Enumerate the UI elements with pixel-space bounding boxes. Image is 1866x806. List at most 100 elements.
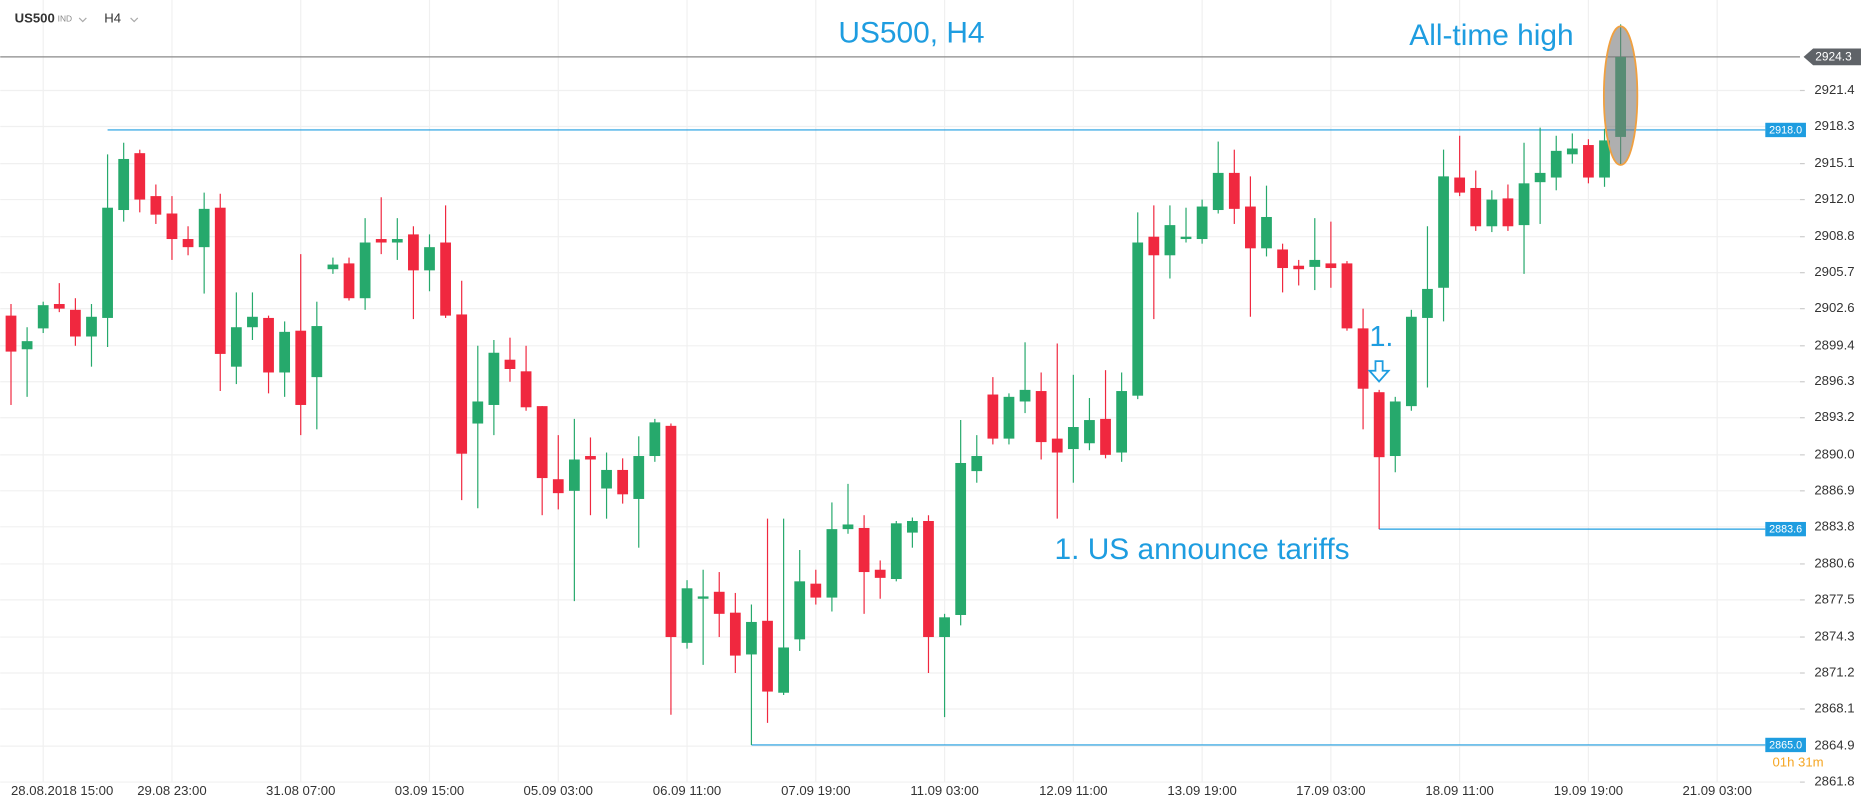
candle-body (53, 304, 65, 309)
candle-body (1357, 328, 1369, 389)
candle-body (601, 469, 612, 489)
y-tick-label: 2874.3 (1814, 629, 1854, 644)
candle-body (424, 247, 435, 271)
candle-body (617, 469, 629, 495)
candle-body (472, 401, 484, 424)
candle-body (1422, 288, 1433, 318)
candle-body (826, 529, 838, 598)
y-tick-label: 2918.3 (1814, 118, 1854, 133)
y-tick-label: 2868.1 (1814, 700, 1854, 715)
candle-body (568, 459, 580, 491)
x-tick-label: 29.08 23:00 (137, 783, 206, 798)
level-tag-label: 2883.6 (1769, 524, 1802, 536)
candle-body (890, 523, 902, 580)
candle-body (778, 647, 789, 693)
candle-body (1277, 249, 1288, 269)
candle-body (37, 305, 49, 329)
y-tick-label: 2896.3 (1814, 373, 1854, 388)
candle-body (858, 527, 870, 573)
timeframe[interactable]: H4 (104, 11, 121, 26)
candle-body (1035, 391, 1047, 443)
candle-body (327, 264, 339, 270)
candle-body (939, 617, 950, 638)
level-tag-label: 2865.0 (1769, 739, 1802, 751)
candle-body (295, 330, 307, 405)
candle-body (955, 462, 967, 615)
candle-body (1196, 206, 1208, 240)
x-tick-label: 11.09 03:00 (910, 783, 978, 798)
candle-body (230, 327, 242, 367)
candle-body (1438, 176, 1449, 288)
candle-body (520, 371, 532, 408)
candle-body (1454, 177, 1466, 193)
candle-body (118, 158, 130, 211)
y-tick-label: 2871.2 (1814, 664, 1854, 679)
candle-body (1051, 438, 1063, 453)
level-tag (1765, 737, 1806, 753)
candle-body (1389, 401, 1401, 457)
last-price-label: 2924.3 (1815, 50, 1852, 64)
candle-body (729, 612, 741, 656)
candle-body (987, 394, 999, 439)
candle-body (1405, 316, 1417, 407)
y-tick-label: 2886.9 (1814, 482, 1854, 497)
level-tag (1765, 521, 1806, 537)
candle-body (1148, 236, 1160, 256)
y-tick-label: 2880.6 (1814, 555, 1854, 570)
candle-body (391, 239, 403, 243)
candle-body (5, 315, 17, 352)
candle-body (1228, 172, 1240, 209)
countdown: 01h 31m (1772, 754, 1823, 769)
candle-body (311, 326, 323, 378)
y-tick-label: 2899.4 (1814, 337, 1854, 352)
x-tick-label: 12.09 11:00 (1039, 783, 1107, 798)
y-tick-label: 2890.0 (1814, 446, 1854, 461)
candle-body (1502, 198, 1514, 227)
candle-body (198, 208, 210, 248)
candle-body (263, 317, 274, 373)
dropdown-caret[interactable] (130, 17, 139, 23)
candle-body (247, 316, 258, 328)
level-tag (1765, 122, 1806, 138)
candle-body (440, 242, 451, 316)
y-tick-label: 2921.4 (1814, 82, 1854, 97)
candle-body (504, 359, 516, 369)
candle-body (70, 309, 81, 337)
candle-body (1566, 148, 1578, 155)
candle-body (923, 521, 934, 638)
candle-body (1550, 150, 1562, 178)
candle-body (102, 207, 113, 318)
candle-body (536, 406, 548, 479)
symbol[interactable]: US500 (15, 11, 55, 26)
y-tick-label: 2883.8 (1814, 518, 1854, 533)
candle-body (1084, 420, 1095, 444)
candle-body (182, 239, 194, 248)
candle-body (746, 621, 757, 655)
candle-body (794, 581, 806, 640)
candle-body (552, 479, 564, 494)
y-tick-label: 2915.1 (1814, 155, 1854, 170)
candle-body (456, 314, 468, 454)
candle-body (1309, 259, 1321, 267)
x-tick-label: 06.09 11:00 (653, 783, 721, 798)
candle-body (150, 196, 162, 215)
candle-body (1100, 418, 1111, 455)
x-tick-label: 21.09 03:00 (1682, 783, 1751, 798)
candle-body (1003, 396, 1015, 439)
candle-body (488, 352, 500, 405)
chart-title: US500, H4 (838, 17, 984, 50)
candle-body (1116, 391, 1128, 453)
candle-body (697, 596, 709, 599)
y-tick-label: 2864.9 (1814, 738, 1854, 753)
x-tick-label: 07.09 19:00 (781, 783, 850, 798)
highlight-ellipse (1602, 25, 1639, 166)
candle-body (810, 583, 822, 598)
candle-body (842, 524, 854, 530)
x-tick-label: 31.08 07:00 (266, 783, 335, 798)
candle-body (1599, 140, 1610, 178)
plot-area (0, 24, 1800, 746)
candle-body (1470, 187, 1482, 227)
dropdown-caret[interactable] (78, 17, 87, 23)
candle-body (21, 341, 33, 350)
